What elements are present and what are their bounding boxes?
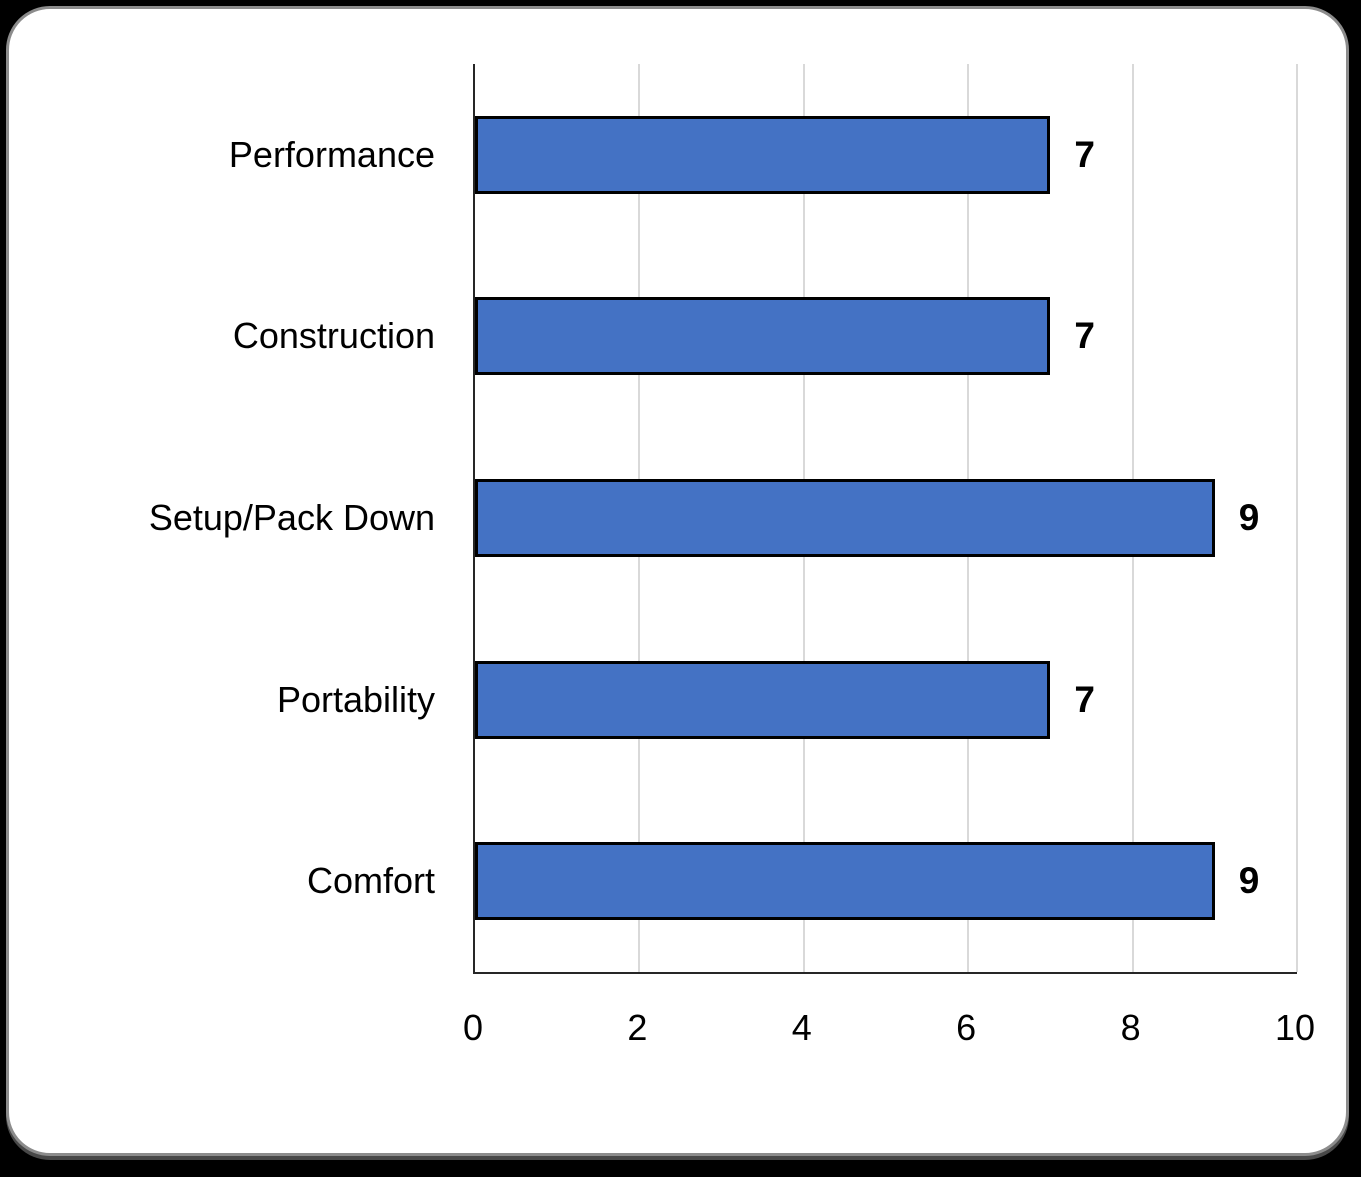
data-label: 7 <box>1074 678 1095 720</box>
category-label: Portability <box>276 678 435 720</box>
data-label: 9 <box>1238 497 1260 538</box>
category-axis-labels: Performance Construction Setup/Pack Down Po… <box>9 64 435 972</box>
gridline <box>1296 64 1298 972</box>
data-label: 7 <box>1074 133 1095 175</box>
x-axis-tick-label: 2 <box>627 1007 648 1048</box>
bar-performance <box>475 115 1051 194</box>
data-label: 7 <box>1074 315 1095 357</box>
category-label: Comfort <box>306 860 435 902</box>
category-label: Construction <box>232 315 435 357</box>
data-label: 9 <box>1238 860 1260 902</box>
bar-construction <box>475 297 1051 376</box>
plot-area: 7 7 9 7 9 <box>473 64 1298 974</box>
bar-setup-pack-down <box>475 479 1215 557</box>
x-axis-tick-label: 10 <box>1274 1007 1316 1048</box>
x-axis-tick-label: 0 <box>462 1007 484 1048</box>
bar-portability <box>475 660 1051 739</box>
chart-card: 7 7 9 7 9 Performance Construction Setup/Pack … <box>6 6 1349 1156</box>
category-label: Setup/Pack Down <box>148 497 435 538</box>
x-axis-tick-label: 8 <box>1120 1007 1141 1048</box>
bar-comfort <box>475 842 1215 921</box>
value-axis-tick-labels: 0 2 4 6 8 10 <box>463 1007 1315 1051</box>
x-axis-tick-label: 6 <box>956 1007 977 1048</box>
x-axis-tick-label: 4 <box>791 1007 812 1048</box>
category-label: Performance <box>228 133 435 175</box>
